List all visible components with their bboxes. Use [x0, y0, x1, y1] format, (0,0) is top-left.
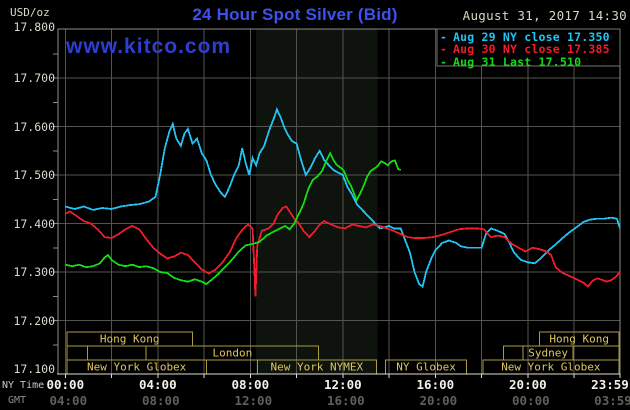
- ny-time-axis-caption: NY Time: [2, 380, 45, 391]
- session-box: [503, 345, 524, 361]
- legend-item-aug29: - Aug 29 NY close 17.350: [440, 30, 610, 44]
- gmt-time-tick-label: 16:00: [327, 393, 365, 408]
- series-line-2: [65, 151, 402, 286]
- legend-label: Aug 30 NY close 17.385: [453, 42, 610, 57]
- y-axis-tick-label: 17.500: [13, 168, 55, 182]
- session-label: New York Globex: [87, 361, 187, 374]
- session-label: Hong Kong: [549, 333, 609, 346]
- y-axis-tick-label: 17.700: [13, 71, 55, 85]
- legend-label: Aug 29 NY close 17.350: [453, 30, 610, 44]
- session-label: NY Globex: [396, 361, 456, 374]
- ny-time-tick-label: 23:59: [591, 377, 629, 392]
- session-box: [205, 359, 258, 375]
- ny-time-tick-label: 04:00: [138, 377, 177, 392]
- session-label: Hong Kong: [100, 333, 160, 346]
- y-axis-tick-label: 17.400: [13, 216, 55, 231]
- legend-line-swatch: -: [440, 42, 448, 57]
- gmt-time-tick-label: 20:00: [419, 393, 458, 408]
- ny-time-tick-label: 16:00: [416, 377, 455, 392]
- gmt-time-tick-label: 03:59: [594, 393, 630, 408]
- y-axis-tick-label: 17.200: [13, 313, 55, 328]
- session-box: [86, 345, 147, 361]
- session-box: [572, 345, 620, 361]
- session-label: New York Globex: [501, 361, 601, 374]
- legend-label: Aug 31 Last 17.510: [453, 54, 582, 69]
- gmt-time-tick-label: 00:00: [512, 393, 550, 408]
- y-axis-unit-label: USD/oz: [10, 6, 50, 19]
- chart-datetime: August 31, 2017 14:30: [462, 8, 627, 23]
- ny-time-tick-label: 00:00: [46, 377, 85, 392]
- y-axis-tick-label: 17.100: [13, 362, 55, 376]
- y-axis-tick-label: 17.300: [13, 265, 55, 279]
- nymex-session-highlight-band: [256, 29, 378, 374]
- kitco-watermark-link[interactable]: www.kitco.com: [66, 35, 232, 58]
- gmt-time-tick-label: 08:00: [141, 393, 180, 408]
- legend-box: [436, 28, 621, 67]
- legend: - Aug 29 NY close 17.350 - Aug 30 NY close…: [440, 30, 610, 69]
- legend-item-aug30: - Aug 30 NY close 17.385: [440, 42, 610, 57]
- session-label: New York NYMEX: [270, 361, 363, 374]
- session-label: Sydney: [528, 347, 568, 360]
- series-line-1: [64, 205, 621, 297]
- legend-line-swatch: -: [440, 54, 448, 69]
- y-axis-tick-label: 17.800: [13, 20, 55, 34]
- chart-title: 24 Hour Spot Silver (Bid): [192, 5, 398, 24]
- ny-time-tick-label: 12:00: [324, 377, 362, 392]
- gmt-axis-caption: GMT: [8, 395, 27, 406]
- ny-time-tick-label: 08:00: [231, 377, 270, 392]
- legend-item-aug31: - Aug 31 Last 17.510: [440, 54, 610, 69]
- legend-line-swatch: -: [440, 30, 448, 44]
- session-label: London: [213, 347, 253, 360]
- gmt-time-tick-label: 04:00: [49, 393, 88, 408]
- session-box: [66, 345, 88, 361]
- ny-time-tick-label: 20:00: [509, 377, 547, 392]
- y-axis-tick-label: 17.600: [13, 119, 55, 134]
- gmt-time-tick-label: 12:00: [234, 393, 273, 408]
